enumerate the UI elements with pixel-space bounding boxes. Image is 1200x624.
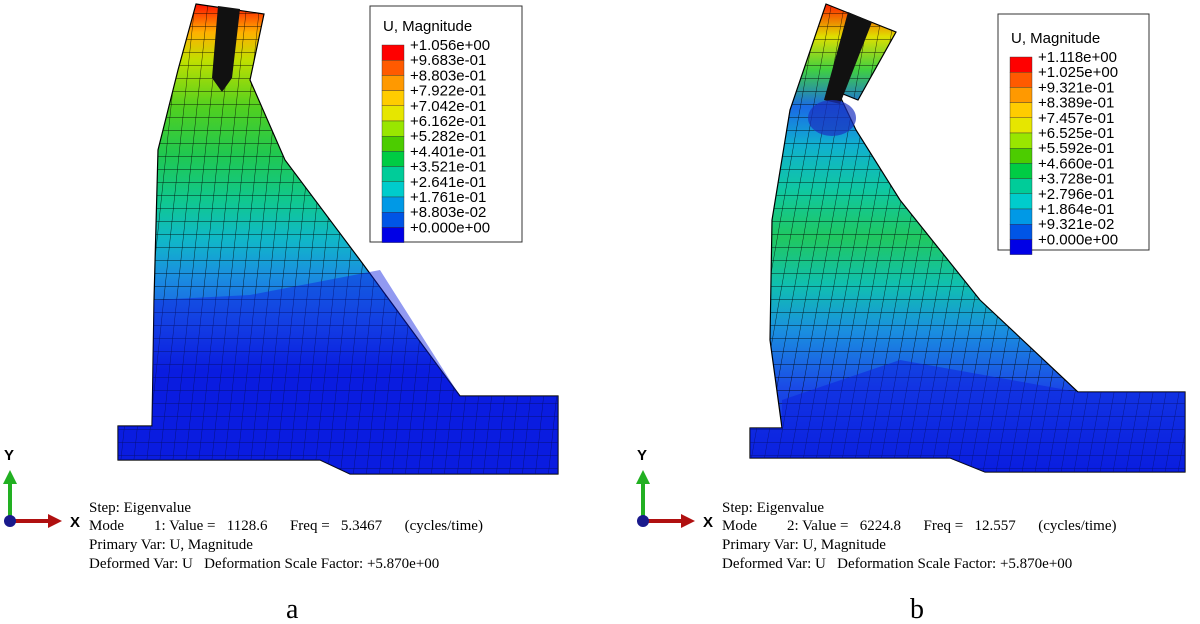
core-wall-a <box>212 6 240 92</box>
legend-value-label: +9.321e-01 <box>1038 79 1114 96</box>
legend-value-label: +3.728e-01 <box>1038 171 1114 188</box>
legend-swatch <box>381 120 405 137</box>
legend-value-label: +0.000e+00 <box>410 219 490 236</box>
legend-value-label: +2.796e-01 <box>1038 186 1114 203</box>
legend-title-b: U, Magnitude <box>1011 30 1100 47</box>
panel-caption-a: a <box>286 594 299 624</box>
legend-labels-b: +1.118e+00+1.025e+00+9.321e-01+8.389e-01… <box>1038 49 1118 248</box>
info-deformed-b: Deformed Var: U Deformation Scale Factor… <box>722 556 1072 572</box>
legend-value-label: +1.056e+00 <box>410 37 490 54</box>
legend-value-label: +8.389e-01 <box>1038 95 1114 112</box>
info-block-a: Step: Eigenvalue Mode 1: Value = 1128.6 … <box>89 500 483 572</box>
legend-value-label: +8.803e-01 <box>410 67 486 84</box>
legend-value-label: +4.401e-01 <box>410 143 486 160</box>
legend-swatch <box>381 181 405 198</box>
hotspot-b <box>808 100 856 136</box>
legend-swatch <box>1009 147 1033 164</box>
z-axis-origin-icon-b <box>637 515 649 527</box>
legend-value-label: +3.521e-01 <box>410 159 486 176</box>
z-axis-origin-icon-a <box>4 515 16 527</box>
info-step-a: Step: Eigenvalue <box>89 500 191 516</box>
legend-swatch <box>381 44 405 61</box>
legend-value-label: +1.118e+00 <box>1038 49 1117 66</box>
legend-value-label: +6.525e-01 <box>1038 125 1114 142</box>
legend-swatch <box>1009 87 1033 103</box>
info-primary-a: Primary Var: U, Magnitude <box>89 537 253 553</box>
legend-swatches-b <box>1009 56 1033 255</box>
x-arrowhead-icon-b <box>681 514 695 528</box>
legend-swatch <box>1009 193 1033 210</box>
legend-swatch <box>381 196 405 213</box>
legend-swatch <box>1009 239 1033 255</box>
legend-labels-a: +1.056e+00+9.683e-01+8.803e-01+7.922e-01… <box>410 37 490 236</box>
legend-swatch <box>381 151 405 167</box>
info-step-b: Step: Eigenvalue <box>722 500 824 516</box>
legend-value-label: +9.321e-02 <box>1038 216 1114 233</box>
info-deformed-a: Deformed Var: U Deformation Scale Factor… <box>89 556 439 572</box>
x-axis-label-a: X <box>70 514 80 531</box>
legend-swatches-a <box>381 44 405 243</box>
legend-value-label: +1.864e-01 <box>1038 201 1114 218</box>
x-arrowhead-icon-a <box>48 514 62 528</box>
legend-swatch <box>381 60 405 76</box>
legend-a: U, Magnitude +1.056e+00+9.683e-01+8.803e… <box>369 5 523 243</box>
legend-value-label: +7.457e-01 <box>1038 110 1114 127</box>
legend-swatch <box>381 105 405 122</box>
legend-swatch <box>1009 163 1033 179</box>
info-block-b: Step: Eigenvalue Mode 2: Value = 6224.8 … <box>722 500 1117 572</box>
panel-b: U, Magnitude +1.118e+00+1.025e+00+9.321e… <box>636 3 1186 624</box>
legend-value-label: +5.592e-01 <box>1038 140 1114 157</box>
panel-a: U, Magnitude +1.056e+00+9.683e-01+8.803e… <box>3 3 559 624</box>
legend-swatch <box>381 90 405 106</box>
legend-swatch <box>381 135 405 152</box>
info-mode-b: Mode 2: Value = 6224.8 Freq = 12.557 (cy… <box>722 518 1117 534</box>
legend-value-label: +4.660e-01 <box>1038 155 1114 172</box>
legend-value-label: +8.803e-02 <box>410 204 486 221</box>
legend-value-label: +7.042e-01 <box>410 98 486 115</box>
axis-triad-b: Y X <box>636 447 713 531</box>
y-arrowhead-icon-a <box>3 470 17 484</box>
info-mode-a: Mode 1: Value = 1128.6 Freq = 5.3467 (cy… <box>89 518 483 534</box>
legend-swatch <box>1009 178 1033 195</box>
info-primary-b: Primary Var: U, Magnitude <box>722 537 886 553</box>
legend-value-label: +7.922e-01 <box>410 83 486 100</box>
panel-caption-b: b <box>910 594 924 624</box>
legend-swatch <box>381 166 405 183</box>
legend-swatch <box>1009 132 1033 149</box>
axis-triad-a: Y X <box>3 447 80 531</box>
legend-b: U, Magnitude +1.118e+00+1.025e+00+9.321e… <box>997 13 1150 255</box>
x-axis-label-b: X <box>703 514 713 531</box>
legend-swatch <box>1009 71 1033 88</box>
legend-value-label: +2.641e-01 <box>410 174 486 191</box>
core-wall-b <box>824 12 872 104</box>
legend-value-label: +1.761e-01 <box>410 189 486 206</box>
legend-swatch <box>1009 102 1033 118</box>
legend-swatch <box>381 75 405 91</box>
legend-swatch <box>381 211 405 228</box>
legend-value-label: +0.000e+00 <box>1038 231 1118 248</box>
legend-value-label: +9.683e-01 <box>410 52 486 69</box>
legend-swatch <box>1009 117 1033 134</box>
legend-value-label: +5.282e-01 <box>410 128 486 145</box>
y-arrowhead-icon-b <box>636 470 650 484</box>
legend-swatch <box>1009 223 1033 240</box>
legend-swatch <box>381 227 405 243</box>
y-axis-label-a: Y <box>4 447 14 464</box>
legend-value-label: +1.025e+00 <box>1038 64 1118 81</box>
legend-value-label: +6.162e-01 <box>410 113 486 130</box>
y-axis-label-b: Y <box>637 447 647 464</box>
legend-title-a: U, Magnitude <box>383 18 472 35</box>
deformed-mesh-a <box>117 3 559 475</box>
deformed-mesh-b <box>749 3 1186 473</box>
legend-swatch <box>1009 56 1033 73</box>
legend-swatch <box>1009 208 1033 225</box>
